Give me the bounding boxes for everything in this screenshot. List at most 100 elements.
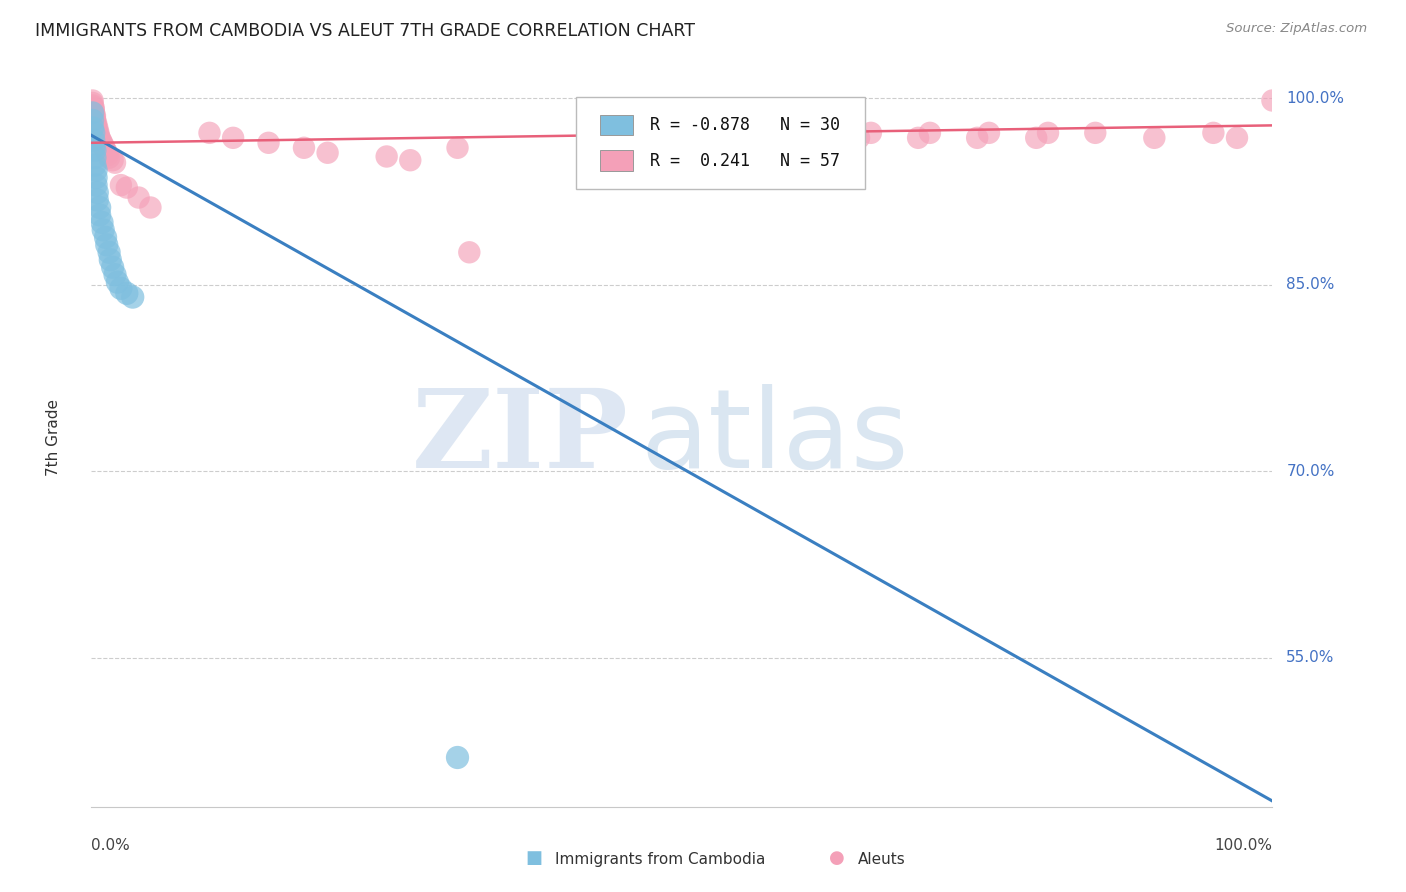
Point [198, 126, 221, 140]
Point [446, 141, 468, 155]
Point [94, 230, 117, 244]
Point [695, 126, 717, 140]
Text: 85.0%: 85.0% [1286, 277, 1334, 293]
Point [84, 119, 107, 133]
Point [104, 155, 127, 169]
Text: ■: ■ [526, 849, 543, 867]
Point [98, 252, 121, 267]
Point [706, 136, 728, 150]
Point [671, 131, 693, 145]
Point [90, 133, 112, 147]
Point [84, 158, 107, 172]
Point [87, 126, 110, 140]
Point [82, 113, 104, 128]
Point [1084, 126, 1107, 140]
Point [89, 208, 111, 222]
Point [83, 106, 105, 120]
Text: 55.0%: 55.0% [1286, 650, 1334, 665]
Point [1143, 131, 1166, 145]
Point [83, 133, 105, 147]
Point [84, 151, 107, 165]
Point [1202, 126, 1225, 140]
Point [966, 131, 988, 145]
Text: 100.0%: 100.0% [1286, 90, 1344, 105]
Point [82, 94, 104, 108]
Point [907, 131, 929, 145]
Point [222, 131, 245, 145]
Point [1226, 131, 1249, 145]
Text: 0.0%: 0.0% [91, 838, 131, 853]
Point [86, 193, 108, 207]
Point [91, 138, 114, 153]
Point [82, 106, 104, 120]
Point [96, 237, 118, 252]
Point [84, 116, 107, 130]
Point [87, 128, 110, 143]
Point [115, 286, 138, 301]
Point [918, 126, 941, 140]
Point [139, 201, 162, 215]
Point [97, 148, 120, 162]
Point [83, 101, 105, 115]
Point [84, 111, 107, 125]
Point [115, 180, 138, 194]
Point [399, 153, 422, 168]
Point [800, 126, 823, 140]
Text: ●: ● [828, 849, 845, 867]
Point [1036, 126, 1059, 140]
Point [104, 268, 127, 282]
Point [110, 178, 132, 193]
Point [82, 120, 104, 135]
Point [257, 136, 280, 150]
Bar [600, 114, 634, 136]
Point [91, 215, 114, 229]
Point [110, 281, 132, 295]
Point [84, 113, 107, 128]
Point [84, 143, 107, 157]
Point [316, 145, 339, 160]
Text: 70.0%: 70.0% [1286, 464, 1334, 479]
Point [86, 123, 108, 137]
Point [83, 126, 105, 140]
FancyBboxPatch shape [575, 96, 865, 189]
Bar [600, 150, 634, 171]
Point [458, 245, 481, 260]
Point [89, 131, 111, 145]
Point [86, 186, 108, 200]
Point [1261, 94, 1284, 108]
Point [91, 136, 114, 150]
Point [83, 103, 105, 118]
Point [93, 141, 115, 155]
Point [98, 151, 121, 165]
Point [859, 126, 882, 140]
Point [84, 108, 107, 122]
Text: R =  0.241   N = 57: R = 0.241 N = 57 [650, 152, 839, 169]
Text: Source: ZipAtlas.com: Source: ZipAtlas.com [1226, 22, 1367, 36]
Point [91, 223, 114, 237]
Point [121, 290, 143, 304]
Point [82, 95, 104, 110]
Point [96, 145, 118, 160]
Point [83, 141, 105, 155]
Text: R = -0.878   N = 30: R = -0.878 N = 30 [650, 116, 839, 134]
Point [977, 126, 1000, 140]
Text: Aleuts: Aleuts [858, 852, 905, 867]
Point [1025, 131, 1047, 145]
Point [89, 201, 111, 215]
Point [128, 190, 150, 204]
Point [848, 131, 870, 145]
Point [101, 260, 124, 275]
Point [789, 131, 811, 145]
Point [84, 163, 107, 178]
Point [84, 170, 107, 185]
Point [375, 149, 398, 163]
Text: ZIP: ZIP [412, 384, 628, 491]
Point [82, 98, 104, 112]
Point [105, 275, 128, 289]
Text: 100.0%: 100.0% [1215, 838, 1272, 853]
Text: IMMIGRANTS FROM CAMBODIA VS ALEUT 7TH GRADE CORRELATION CHART: IMMIGRANTS FROM CAMBODIA VS ALEUT 7TH GR… [35, 22, 695, 40]
Point [84, 178, 107, 193]
Point [86, 120, 108, 135]
Point [446, 750, 468, 764]
Point [101, 153, 124, 168]
